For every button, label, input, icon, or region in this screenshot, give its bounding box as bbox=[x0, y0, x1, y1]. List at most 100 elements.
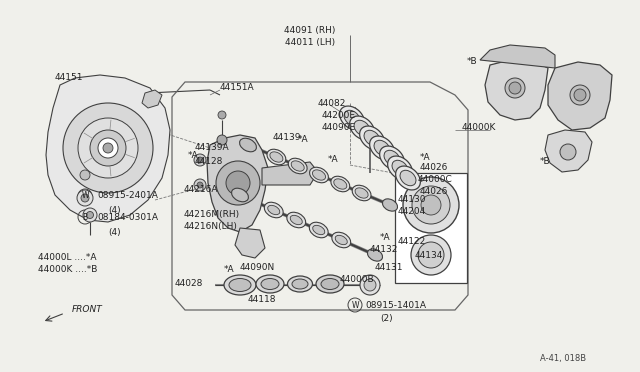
Text: 08915-2401A: 08915-2401A bbox=[97, 192, 158, 201]
Text: 44026: 44026 bbox=[420, 164, 449, 173]
Circle shape bbox=[77, 190, 93, 206]
Polygon shape bbox=[262, 162, 318, 185]
Circle shape bbox=[360, 275, 380, 295]
Ellipse shape bbox=[374, 140, 390, 156]
Ellipse shape bbox=[312, 170, 326, 180]
Text: (4): (4) bbox=[108, 228, 120, 237]
Ellipse shape bbox=[400, 170, 416, 186]
Text: 44139: 44139 bbox=[273, 134, 301, 142]
Ellipse shape bbox=[355, 188, 368, 198]
Text: 44139A: 44139A bbox=[195, 144, 230, 153]
Text: 08184-0301A: 08184-0301A bbox=[97, 214, 158, 222]
Circle shape bbox=[86, 212, 93, 218]
Text: *A: *A bbox=[298, 135, 308, 144]
Ellipse shape bbox=[268, 205, 280, 215]
Text: (4): (4) bbox=[108, 205, 120, 215]
Circle shape bbox=[194, 154, 206, 166]
Circle shape bbox=[509, 82, 521, 94]
Circle shape bbox=[226, 171, 250, 195]
Ellipse shape bbox=[396, 166, 420, 190]
Circle shape bbox=[80, 170, 90, 180]
Text: *B: *B bbox=[540, 157, 550, 167]
Polygon shape bbox=[548, 62, 612, 130]
Bar bbox=[395, 173, 467, 283]
Ellipse shape bbox=[340, 106, 364, 130]
Circle shape bbox=[98, 138, 118, 158]
Text: *A: *A bbox=[224, 266, 235, 275]
Text: *B: *B bbox=[467, 58, 477, 67]
Circle shape bbox=[570, 85, 590, 105]
Ellipse shape bbox=[392, 160, 408, 176]
Text: 44091 (RH): 44091 (RH) bbox=[284, 26, 336, 35]
Ellipse shape bbox=[270, 152, 283, 162]
Ellipse shape bbox=[370, 136, 394, 160]
Circle shape bbox=[83, 208, 97, 222]
Text: *A: *A bbox=[420, 154, 431, 163]
Ellipse shape bbox=[331, 176, 349, 192]
Ellipse shape bbox=[256, 275, 284, 293]
Polygon shape bbox=[207, 135, 268, 232]
Ellipse shape bbox=[364, 130, 380, 146]
Ellipse shape bbox=[344, 110, 360, 126]
Ellipse shape bbox=[360, 126, 385, 150]
Circle shape bbox=[90, 130, 126, 166]
Text: *A: *A bbox=[380, 232, 390, 241]
Circle shape bbox=[63, 103, 153, 193]
Circle shape bbox=[411, 235, 451, 275]
Circle shape bbox=[421, 195, 441, 215]
Circle shape bbox=[418, 242, 444, 268]
Text: 44216M(RH): 44216M(RH) bbox=[184, 211, 240, 219]
Circle shape bbox=[218, 111, 226, 119]
Text: 44216N(LH): 44216N(LH) bbox=[184, 222, 238, 231]
Circle shape bbox=[364, 279, 376, 291]
Polygon shape bbox=[485, 60, 548, 120]
Circle shape bbox=[81, 194, 89, 202]
Text: *A: *A bbox=[188, 151, 198, 160]
Polygon shape bbox=[46, 75, 170, 222]
Ellipse shape bbox=[384, 150, 400, 166]
Text: 44131: 44131 bbox=[375, 263, 403, 273]
Text: 44028: 44028 bbox=[175, 279, 204, 288]
Circle shape bbox=[78, 118, 138, 178]
Ellipse shape bbox=[224, 275, 256, 295]
Text: 44151: 44151 bbox=[55, 73, 83, 81]
Ellipse shape bbox=[335, 235, 348, 245]
Ellipse shape bbox=[310, 167, 328, 183]
Polygon shape bbox=[235, 228, 265, 258]
Text: 44000L ....*A: 44000L ....*A bbox=[38, 253, 97, 262]
Ellipse shape bbox=[229, 279, 251, 292]
Circle shape bbox=[412, 186, 450, 224]
Ellipse shape bbox=[291, 161, 304, 171]
Text: 08915-1401A: 08915-1401A bbox=[365, 301, 426, 310]
Text: 44118: 44118 bbox=[248, 295, 276, 305]
Circle shape bbox=[103, 143, 113, 153]
Ellipse shape bbox=[354, 120, 370, 136]
Polygon shape bbox=[545, 130, 592, 172]
Text: 44151A: 44151A bbox=[220, 83, 255, 93]
Circle shape bbox=[194, 179, 206, 191]
Ellipse shape bbox=[332, 232, 351, 248]
Circle shape bbox=[197, 182, 203, 188]
Text: 44132: 44132 bbox=[370, 246, 398, 254]
Ellipse shape bbox=[290, 215, 302, 225]
Circle shape bbox=[216, 161, 260, 205]
Ellipse shape bbox=[232, 188, 248, 202]
Polygon shape bbox=[142, 90, 162, 108]
Text: 44130: 44130 bbox=[398, 196, 426, 205]
Text: 44000C: 44000C bbox=[418, 176, 452, 185]
Text: 44204: 44204 bbox=[398, 208, 426, 217]
Text: 44090E: 44090E bbox=[322, 124, 356, 132]
Polygon shape bbox=[480, 45, 555, 68]
Ellipse shape bbox=[349, 116, 374, 140]
Text: 44026: 44026 bbox=[420, 187, 449, 196]
Text: 44000B: 44000B bbox=[340, 276, 374, 285]
Ellipse shape bbox=[383, 199, 397, 211]
Text: W: W bbox=[81, 192, 89, 201]
Text: 44000K ....*B: 44000K ....*B bbox=[38, 266, 97, 275]
Ellipse shape bbox=[321, 279, 339, 289]
Text: 44090N: 44090N bbox=[240, 263, 275, 272]
Ellipse shape bbox=[380, 146, 404, 170]
Text: FRONT: FRONT bbox=[72, 305, 103, 314]
Text: *A: *A bbox=[328, 155, 339, 164]
Ellipse shape bbox=[287, 212, 306, 228]
